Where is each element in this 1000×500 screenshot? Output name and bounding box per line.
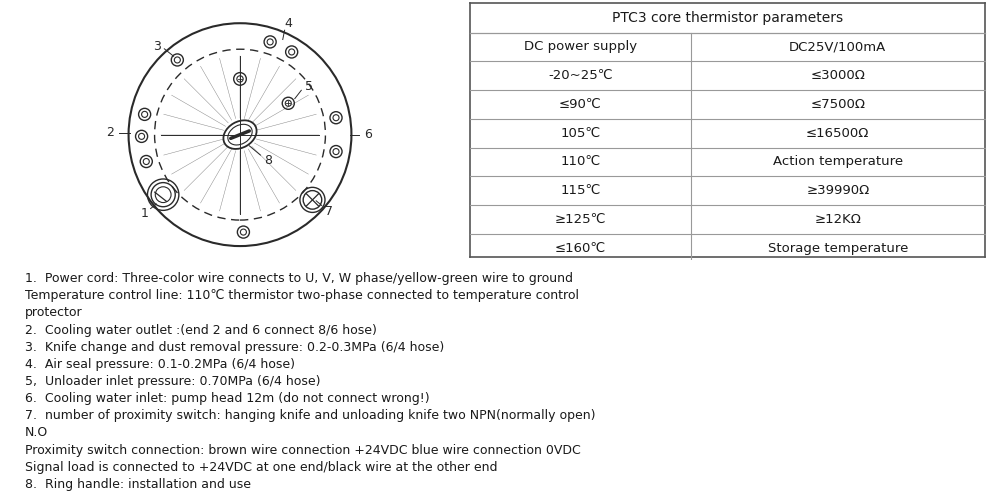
Text: 2.  Cooling water outlet :(end 2 and 6 connect 8/6 hose): 2. Cooling water outlet :(end 2 and 6 co… — [25, 324, 377, 336]
Text: 4: 4 — [284, 17, 292, 30]
Text: 115℃: 115℃ — [560, 184, 601, 197]
Text: 6.  Cooling water inlet: pump head 12m (do not connect wrong!): 6. Cooling water inlet: pump head 12m (d… — [25, 392, 429, 405]
Text: -20~25℃: -20~25℃ — [548, 69, 613, 82]
Text: ≤3000Ω: ≤3000Ω — [810, 69, 865, 82]
Text: protector: protector — [25, 306, 82, 320]
Text: Action temperature: Action temperature — [773, 156, 903, 168]
Text: 8.  Ring handle: installation and use: 8. Ring handle: installation and use — [25, 478, 251, 491]
Text: ≥125℃: ≥125℃ — [555, 213, 606, 226]
Text: Temperature control line: 110℃ thermistor two-phase connected to temperature con: Temperature control line: 110℃ thermisto… — [25, 289, 579, 302]
Text: 105℃: 105℃ — [560, 126, 601, 140]
Text: DC25V/100mA: DC25V/100mA — [789, 40, 886, 54]
Text: 3: 3 — [153, 40, 161, 52]
Text: PTC3 core thermistor parameters: PTC3 core thermistor parameters — [612, 10, 843, 24]
Text: 1.  Power cord: Three-color wire connects to U, V, W phase/yellow-green wire to : 1. Power cord: Three-color wire connects… — [25, 272, 573, 285]
Text: 4.  Air seal pressure: 0.1-0.2MPa (6/4 hose): 4. Air seal pressure: 0.1-0.2MPa (6/4 ho… — [25, 358, 295, 371]
Text: ≤90℃: ≤90℃ — [559, 98, 602, 111]
Text: 5: 5 — [305, 80, 313, 93]
Text: ≥39990Ω: ≥39990Ω — [806, 184, 869, 197]
Text: Signal load is connected to +24VDC at one end/black wire at the other end: Signal load is connected to +24VDC at on… — [25, 461, 497, 474]
Text: ≤160℃: ≤160℃ — [555, 242, 606, 254]
Text: ≥12KΩ: ≥12KΩ — [814, 213, 861, 226]
Text: Proximity switch connection: brown wire connection +24VDC blue wire connection 0: Proximity switch connection: brown wire … — [25, 444, 580, 456]
Text: ≤16500Ω: ≤16500Ω — [806, 126, 869, 140]
Text: 7: 7 — [325, 204, 333, 218]
Text: 8: 8 — [264, 154, 272, 167]
Text: 3.  Knife change and dust removal pressure: 0.2-0.3MPa (6/4 hose): 3. Knife change and dust removal pressur… — [25, 340, 444, 353]
Text: 110℃: 110℃ — [560, 156, 601, 168]
Text: 7.  number of proximity switch: hanging knife and unloading knife two NPN(normal: 7. number of proximity switch: hanging k… — [25, 410, 595, 422]
Text: DC power supply: DC power supply — [524, 40, 637, 54]
Text: 1: 1 — [141, 206, 149, 220]
Text: 6: 6 — [364, 128, 372, 141]
Text: N.O: N.O — [25, 426, 48, 440]
Text: 2: 2 — [106, 126, 114, 140]
Text: Storage temperature: Storage temperature — [768, 242, 908, 254]
Text: ≤7500Ω: ≤7500Ω — [810, 98, 865, 111]
Text: 5,  Unloader inlet pressure: 0.70MPa (6/4 hose): 5, Unloader inlet pressure: 0.70MPa (6/4… — [25, 375, 320, 388]
